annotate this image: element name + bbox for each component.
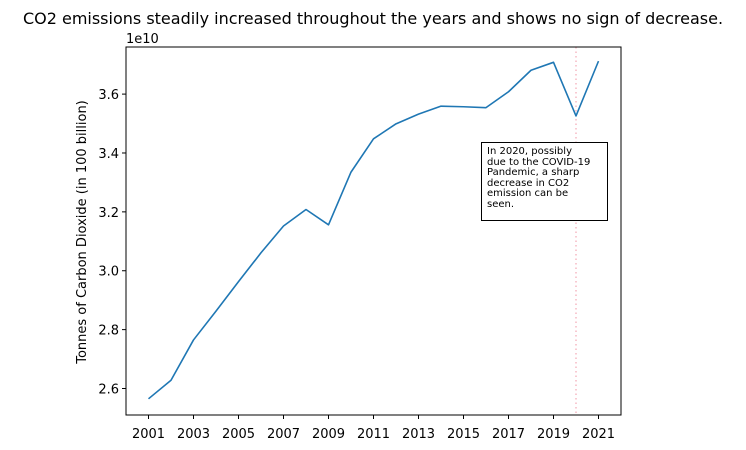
y-tick-label: 3.6: [98, 88, 119, 103]
y-tick-label: 3.2: [98, 206, 119, 221]
series-line: [147, 60, 600, 400]
y-tick-label: 3.0: [98, 265, 119, 280]
y-offset-label: 1e10: [126, 32, 159, 47]
x-tick-label: 2003: [177, 427, 210, 442]
y-axis-ticks: 2.6 2.8 3.0 3.2 3.4 3.6: [98, 88, 126, 398]
annotation-box: In 2020, possibly due to the COVID-19 Pa…: [481, 142, 608, 221]
x-tick-label: 2009: [312, 427, 345, 442]
x-tick-label: 2013: [402, 427, 435, 442]
x-tick-label: 2015: [447, 427, 480, 442]
x-tick-label: 2007: [267, 427, 300, 442]
y-tick-label: 3.4: [98, 147, 119, 162]
y-tick-label: 2.8: [98, 324, 119, 339]
x-tick-label: 2021: [582, 427, 615, 442]
x-axis-ticks: 2001 2003 2005 2007 2009 2011 2013 2015 2017 2019…: [132, 415, 615, 442]
series-group: [147, 60, 600, 400]
x-tick-label: 2017: [492, 427, 525, 442]
x-tick-label: 2019: [537, 427, 570, 442]
x-tick-label: 2011: [357, 427, 390, 442]
y-tick-label: 2.6: [98, 383, 119, 398]
plot-frame: [125, 46, 622, 416]
y-axis-label: Tonnes of Carbon Dioxide (in 100 billion…: [75, 100, 90, 365]
x-tick-label: 2001: [132, 427, 165, 442]
chart-title: CO2 emissions steadily increased through…: [23, 9, 723, 28]
x-tick-label: 2005: [222, 427, 255, 442]
